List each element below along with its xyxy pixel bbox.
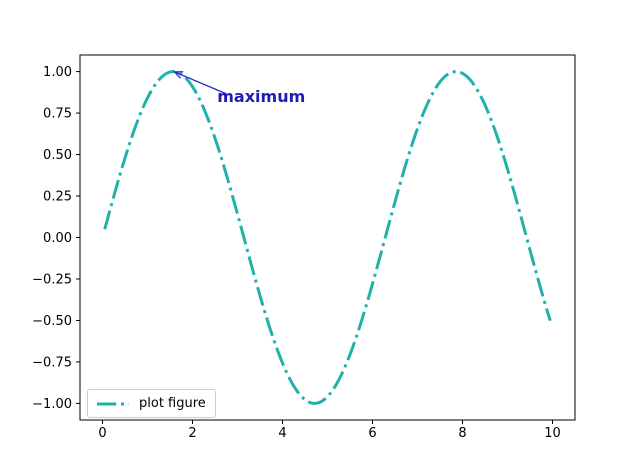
legend: plot figure [87, 389, 216, 418]
legend-line-sample [97, 402, 129, 405]
y-tick-label: −0.75 [32, 355, 72, 370]
sine-curve [103, 70, 552, 405]
y-tick-label: 0.75 [43, 107, 72, 122]
y-tick-label: 1.00 [43, 65, 72, 80]
y-tick-label: −0.25 [32, 272, 72, 287]
y-tick-label: −1.00 [32, 397, 72, 412]
y-tick-label: −0.50 [32, 314, 72, 329]
x-tick-label: 10 [544, 426, 561, 441]
legend-label: plot figure [139, 396, 206, 411]
x-tick-label: 8 [458, 426, 466, 441]
x-tick-label: 0 [98, 426, 106, 441]
annotation-text: maximum [217, 86, 306, 106]
x-tick-label: 6 [368, 426, 376, 441]
axes-frame [79, 54, 576, 421]
y-tick-label: 0.00 [43, 231, 72, 246]
y-tick-label: 0.25 [43, 190, 72, 205]
annotation-arrow [175, 72, 227, 95]
x-tick-label: 2 [188, 426, 196, 441]
y-tick-label: 0.50 [43, 148, 72, 163]
x-tick-label: 4 [278, 426, 286, 441]
